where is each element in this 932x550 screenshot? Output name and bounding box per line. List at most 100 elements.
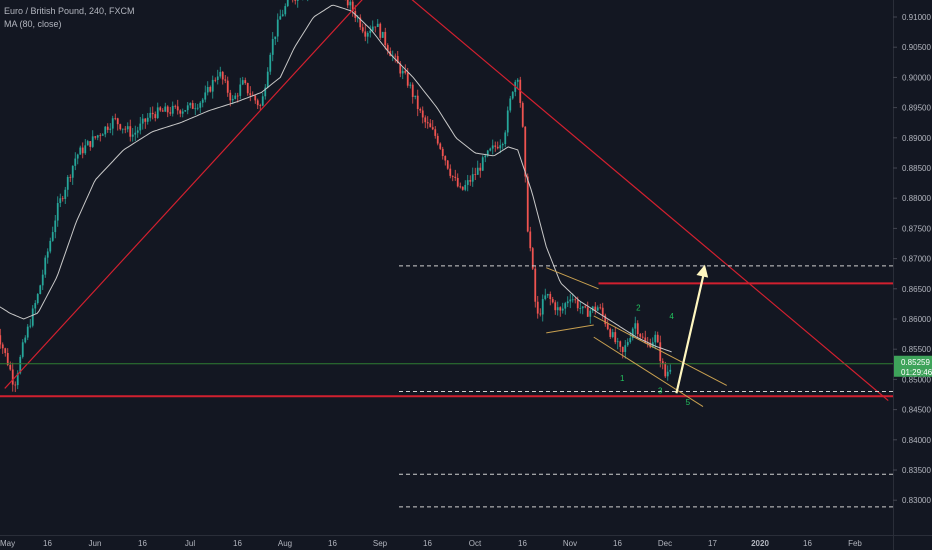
candle: [279, 9, 282, 20]
candle: [294, 0, 297, 5]
candle: [206, 81, 209, 96]
price-tick-label: 0.91000: [902, 13, 931, 22]
candle: [429, 119, 432, 128]
candle: [121, 128, 124, 134]
candle: [41, 269, 44, 291]
candle: [579, 301, 582, 314]
candle: [244, 77, 247, 85]
candle: [421, 106, 424, 124]
candle: [544, 288, 547, 301]
candle: [621, 346, 624, 359]
channel-line: [546, 324, 594, 334]
candle: [624, 339, 627, 359]
candle: [44, 255, 47, 278]
candles: [0, 0, 672, 393]
candle: [596, 305, 599, 311]
candle: [346, 0, 349, 9]
candle: [164, 102, 167, 112]
time-tick-label: 16: [423, 539, 432, 548]
bar-countdown: 01:29:46: [901, 368, 932, 377]
candle: [39, 284, 42, 295]
time-tick-label: 16: [138, 539, 147, 548]
candle: [436, 133, 439, 146]
candle: [611, 328, 614, 339]
time-tick-label: 16: [803, 539, 812, 548]
candle: [9, 361, 12, 371]
time-tick-label: 16: [233, 539, 242, 548]
candle: [359, 14, 362, 30]
candle: [81, 142, 84, 159]
candle: [659, 335, 662, 368]
candle: [516, 78, 519, 89]
candle: [29, 318, 32, 329]
price-tick-label: 0.85000: [902, 375, 931, 384]
candle: [486, 149, 489, 158]
candle: [64, 186, 67, 204]
candle: [614, 326, 617, 345]
candle: [131, 128, 134, 142]
candle: [504, 130, 507, 148]
price-tick-label: 0.90500: [902, 43, 931, 52]
candle: [641, 332, 644, 339]
candle: [454, 169, 457, 181]
candle: [266, 67, 269, 89]
candle: [276, 13, 279, 42]
candle: [494, 141, 497, 152]
price-tick-label: 0.84000: [902, 436, 931, 445]
candle: [149, 107, 152, 122]
candle: [286, 0, 289, 8]
candle: [616, 337, 619, 350]
wave-label: 3: [658, 386, 663, 395]
candle: [444, 155, 447, 166]
candle: [106, 123, 109, 133]
candle: [49, 237, 52, 254]
candle: [546, 293, 549, 298]
candle: [89, 140, 92, 151]
candle: [61, 195, 64, 202]
candle: [594, 302, 597, 315]
candle: [599, 303, 602, 310]
candle: [569, 293, 572, 309]
candle: [369, 25, 372, 38]
price-tick-label: 0.86000: [902, 315, 931, 324]
projection-arrowhead: [696, 264, 709, 278]
candle: [199, 101, 202, 114]
candle: [456, 173, 459, 188]
candle: [79, 145, 82, 155]
candle: [186, 102, 189, 115]
candle: [549, 291, 552, 306]
candle: [109, 123, 112, 134]
candle: [291, 0, 294, 3]
candle: [194, 103, 197, 116]
candle: [554, 300, 557, 315]
candle: [204, 85, 207, 103]
price-tick-label: 0.83500: [902, 466, 931, 475]
price-tick-label: 0.90000: [902, 73, 931, 82]
candle: [54, 215, 57, 239]
candle: [249, 86, 252, 102]
candle: [261, 92, 264, 107]
candle: [379, 22, 382, 40]
candle: [636, 320, 639, 338]
candle: [666, 365, 669, 381]
candle: [104, 126, 107, 138]
candle: [116, 117, 119, 131]
candle: [159, 106, 162, 112]
candle: [506, 106, 509, 137]
candle: [386, 43, 389, 55]
candle: [189, 102, 192, 109]
candle: [156, 102, 159, 120]
candle: [241, 76, 244, 86]
price-tick-label: 0.88000: [902, 194, 931, 203]
projection-arrow: [675, 268, 706, 394]
candle: [529, 226, 532, 252]
price-tick-label: 0.86500: [902, 285, 931, 294]
candle: [76, 153, 79, 165]
candle: [626, 338, 629, 347]
time-tick-label: 17: [708, 539, 717, 548]
candle: [606, 319, 609, 331]
candle: [221, 70, 224, 85]
candle: [484, 153, 487, 163]
candle: [584, 305, 587, 309]
